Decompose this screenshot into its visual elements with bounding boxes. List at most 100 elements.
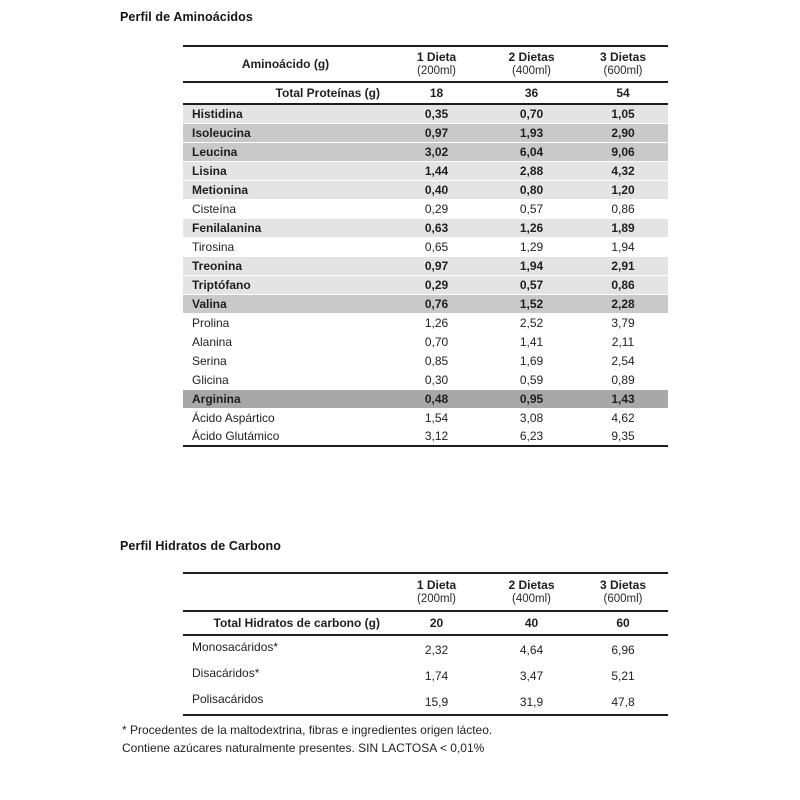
cell-value: 3,02 (388, 142, 485, 162)
table-row: Triptófano 0,29 0,57 0,86 (183, 275, 668, 295)
cell-value: 0,86 (578, 275, 668, 295)
cell-value: 1,52 (485, 294, 578, 314)
cell-value: 2,88 (485, 161, 578, 181)
cell-value: 1,05 (578, 104, 668, 124)
column-header-label (183, 573, 388, 611)
row-label: Histidina (183, 104, 388, 124)
cell-value: 6,23 (485, 427, 578, 447)
row-label: Tirosina (183, 237, 388, 257)
row-label: Cisteína (183, 199, 388, 219)
cell-value: 5,21 (611, 669, 635, 683)
column-header-line1: 1 Dieta (416, 50, 457, 64)
cell-value: 2,91 (578, 256, 668, 276)
cell-value: 0,65 (388, 237, 485, 257)
cell-value: 1,43 (578, 389, 668, 409)
table-row: Histidina 0,35 0,70 1,05 (183, 104, 668, 124)
total-cell-value: 18 (429, 86, 444, 100)
cell-value: 15,9 (424, 694, 449, 709)
total-row-label: Total Hidratos de carbono (g) (213, 616, 380, 630)
row-label: Arginina (183, 389, 388, 409)
row-label: Prolina (183, 313, 388, 333)
cell-value: 0,95 (485, 389, 578, 409)
cell-value: 1,89 (578, 218, 668, 238)
table-row: Ácido Glutámico 3,12 6,23 9,35 (183, 427, 668, 447)
table-row: Alanina 0,70 1,41 2,11 (183, 332, 668, 352)
section-title-aminoacidos: Perfil de Aminoácidos (120, 10, 253, 24)
cell-value: 0,29 (388, 275, 485, 295)
cell-value: 2,11 (578, 332, 668, 352)
table-row: Lisina 1,44 2,88 4,32 (183, 161, 668, 181)
cell-value: 0,80 (485, 180, 578, 200)
cell-value: 1,74 (424, 669, 449, 683)
cell-value: 0,70 (485, 104, 578, 124)
cell-value: 0,89 (578, 370, 668, 390)
column-header-line2: (600ml) (603, 65, 643, 77)
total-row: Total Hidratos de carbono (g) 20 40 60 (183, 611, 668, 635)
row-label: Alanina (183, 332, 388, 352)
table-header-row: Aminoácido (g) 1 Dieta (200ml) 2 Dietas (400… (183, 46, 668, 82)
cell-value: 1,41 (485, 332, 578, 352)
row-label: Polisacáridos (192, 692, 264, 706)
table-row: Tirosina 0,65 1,29 1,94 (183, 237, 668, 257)
cell-value: 2,28 (578, 294, 668, 314)
cell-value: 9,35 (578, 427, 668, 447)
table-row: Treonina 0,97 1,94 2,91 (183, 256, 668, 276)
column-header-line2: (200ml) (417, 593, 456, 605)
row-label: Ácido Aspártico (183, 408, 388, 428)
cell-value: 2,52 (485, 313, 578, 333)
table-row: Glicina 0,30 0,59 0,89 (183, 370, 668, 390)
table-row: Leucina 3,02 6,04 9,06 (183, 142, 668, 162)
cell-value: 0,85 (388, 351, 485, 371)
cell-value: 0,40 (388, 180, 485, 200)
row-label: Fenilalanina (183, 218, 388, 238)
column-header-diet: 3 Dietas (600ml) (578, 46, 668, 82)
table-row: Serina 0,85 1,69 2,54 (183, 351, 668, 371)
cell-value: 3,08 (485, 408, 578, 428)
table-row: Isoleucina 0,97 1,93 2,90 (183, 123, 668, 143)
table-row: Ácido Aspártico 1,54 3,08 4,62 (183, 408, 668, 428)
column-header-line1: 3 Dietas (599, 578, 647, 592)
table-row: Valina 0,76 1,52 2,28 (183, 294, 668, 314)
column-header-line2: (600ml) (603, 593, 643, 605)
column-header-line2: (400ml) (512, 65, 551, 77)
total-cell-value: 20 (429, 616, 444, 630)
cell-value: 1,93 (485, 123, 578, 143)
cell-value: 1,20 (578, 180, 668, 200)
cell-value: 1,26 (388, 313, 485, 333)
cell-value: 3,12 (388, 427, 485, 447)
cell-value: 6,04 (485, 142, 578, 162)
column-header-diet: 1 Dieta (200ml) (388, 46, 485, 82)
column-header-line2: (200ml) (417, 65, 456, 77)
cell-value: 2,54 (578, 351, 668, 371)
cell-value: 4,32 (578, 161, 668, 181)
cell-value: 0,76 (388, 294, 485, 314)
cell-value: 0,57 (485, 199, 578, 219)
cell-value: 6,96 (611, 642, 635, 657)
cell-value: 2,32 (424, 642, 449, 657)
footnote-line-1: * Procedentes de la maltodextrina, fibra… (122, 723, 493, 737)
row-label: Valina (183, 294, 388, 314)
cell-value: 0,70 (388, 332, 485, 352)
table-row: Prolina 1,26 2,52 3,79 (183, 313, 668, 333)
row-label: Leucina (183, 142, 388, 162)
row-label: Disacáridos* (192, 665, 260, 680)
column-header-label: Aminoácido (g) (241, 57, 330, 71)
total-row: Total Proteínas (g) 18 36 54 (183, 82, 668, 104)
column-header-line1: 1 Dieta (416, 578, 457, 592)
table-row: Fenilalanina 0,63 1,26 1,89 (183, 218, 668, 238)
row-label: Ácido Glutámico (183, 427, 388, 447)
table-row: Monosacáridos* 2,32 4,64 6,96 (183, 635, 668, 662)
cell-value: 47,8 (611, 694, 635, 709)
cell-value: 0,97 (388, 256, 485, 276)
total-cell-value: 40 (524, 616, 539, 630)
cell-value: 1,44 (388, 161, 485, 181)
column-header-diet: 1 Dieta (200ml) (388, 573, 485, 611)
table-row: Arginina 0,48 0,95 1,43 (183, 389, 668, 409)
cell-value: 31,9 (519, 694, 544, 709)
row-label: Isoleucina (183, 123, 388, 143)
cell-value: 0,48 (388, 389, 485, 409)
column-header-line1: 2 Dietas (508, 578, 555, 592)
cell-value: 1,26 (485, 218, 578, 238)
row-label: Lisina (183, 161, 388, 181)
